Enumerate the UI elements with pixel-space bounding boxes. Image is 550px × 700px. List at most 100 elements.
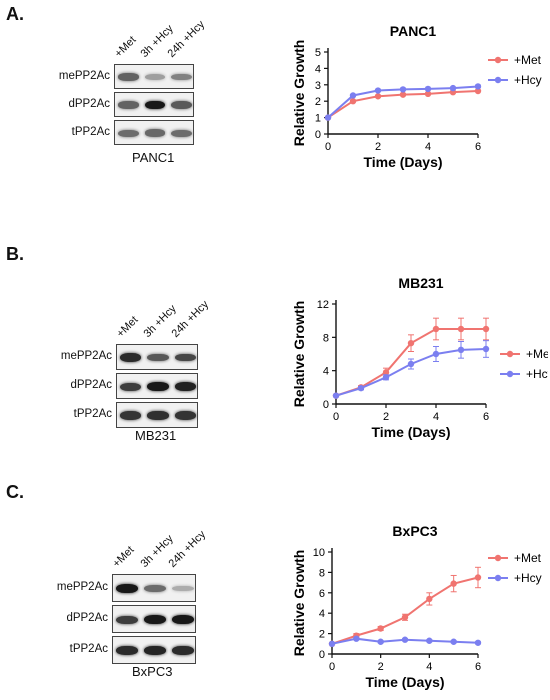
x-tick-label: 4 [433, 411, 439, 423]
lane-label: 24h +Hcy [166, 528, 209, 570]
blot-strip [114, 120, 194, 145]
blot-band [147, 382, 169, 391]
y-tick-label: 0 [315, 129, 321, 141]
legend-marker [494, 574, 502, 582]
data-point [407, 339, 415, 347]
data-point [450, 638, 457, 645]
blot-band [174, 411, 196, 420]
blot-strip [116, 402, 198, 428]
y-tick-label: 0 [323, 399, 329, 411]
y-tick-label: 10 [313, 547, 325, 559]
x-axis-label: Time (Days) [365, 674, 444, 690]
data-point [482, 345, 490, 353]
x-tick-label: 2 [375, 141, 381, 153]
panel-letter-b: B. [6, 244, 24, 264]
blot-row-label: mePP2Ac [58, 69, 110, 82]
legend-label: +Hcy [514, 73, 542, 87]
legend-marker [494, 76, 502, 84]
y-tick-label: 6 [319, 588, 325, 600]
data-point [349, 98, 357, 105]
lane-label: 24h +Hcy [169, 298, 211, 340]
data-point [374, 87, 382, 94]
growth-chart-panc1: PANC1 0 1 2 3 4 5 0 2 4 6 Time (Days) Relative Growt… [291, 23, 542, 170]
blot-strip [112, 636, 196, 664]
data-point [474, 574, 482, 581]
y-tick-label: 4 [315, 63, 321, 75]
data-point [401, 614, 409, 621]
lane-label: +Met [110, 544, 137, 570]
legend-label: +Hcy [526, 367, 548, 381]
data-point [426, 595, 433, 603]
x-axis-label: Time (Days) [363, 154, 442, 170]
data-point [382, 374, 390, 381]
data-point [357, 384, 365, 392]
y-tick-label: 0 [319, 649, 325, 661]
blot-band [120, 382, 142, 391]
blot-band [144, 646, 166, 655]
data-point [426, 637, 433, 644]
x-tick-label: 0 [325, 141, 331, 153]
blot-band [120, 411, 142, 420]
legend-marker [494, 554, 502, 562]
lane-label: +Met [112, 34, 139, 60]
blot-band [147, 353, 169, 362]
blot-band [172, 615, 194, 624]
y-tick-label: 4 [319, 608, 325, 620]
blot-band [118, 129, 139, 137]
data-point [449, 84, 457, 92]
y-tick-label: 8 [319, 567, 325, 579]
lane-label: +Met [114, 314, 141, 340]
blot-band [116, 584, 138, 593]
data-point [353, 635, 360, 642]
western-blot-mb231: +Met 3h +Hcy 24h +Hcy mePP2Ac dPP2Ac tPP2Ac MB… [52, 288, 212, 458]
legend-label: +Met [514, 551, 542, 565]
legend-label: +Met [526, 347, 548, 361]
y-axis-label: Relative Growth [291, 550, 307, 657]
blot-row-label: mePP2Ac [60, 350, 112, 362]
y-axis-label: Relative Growth [291, 40, 307, 147]
lane-label: 24h +Hcy [165, 18, 208, 60]
blot-row-label: tPP2Ac [69, 643, 108, 655]
data-point [482, 325, 490, 333]
blot-band [174, 353, 196, 362]
data-point [399, 91, 407, 98]
blot-strip [116, 373, 198, 399]
data-point [474, 87, 482, 95]
blot-row-label: dPP2Ac [68, 97, 110, 110]
x-tick-label: 4 [425, 141, 431, 153]
blot-row-label: dPP2Ac [70, 379, 112, 391]
data-point [457, 325, 465, 333]
legend-marker [494, 56, 502, 64]
blot-band [171, 101, 192, 109]
y-tick-label: 2 [315, 96, 321, 108]
x-tick-label: 6 [475, 141, 481, 153]
y-tick-label: 12 [317, 299, 329, 311]
data-point [474, 83, 482, 90]
blot-band [144, 615, 166, 624]
growth-chart-bxpc3: BxPC3 0 2 4 6 8 10 0 2 4 6 Time (Days) Relative Grow… [291, 523, 542, 690]
blot-row-label: tPP2Ac [71, 125, 110, 138]
data-point [374, 93, 382, 100]
chart-title: PANC1 [390, 23, 437, 39]
y-axis-label: Relative Growth [291, 301, 307, 408]
data-point [349, 92, 357, 99]
blot-band [118, 101, 139, 109]
cell-line-label: PANC1 [132, 150, 175, 165]
data-point [377, 638, 384, 645]
chart-title: BxPC3 [392, 523, 437, 539]
data-point [450, 580, 457, 587]
y-tick-label: 3 [315, 80, 321, 92]
legend-label: +Hcy [514, 571, 542, 585]
cell-line-label: MB231 [135, 428, 177, 443]
panel-letter-a: A. [6, 4, 24, 24]
blot-strip [116, 344, 198, 370]
data-point [377, 625, 384, 632]
blot-band [172, 585, 194, 592]
blot-band [147, 411, 169, 420]
cell-line-label: BxPC3 [132, 664, 173, 679]
blot-band [116, 615, 138, 624]
blot-strip [112, 574, 196, 602]
blot-band [171, 129, 192, 137]
blot-row-label: dPP2Ac [66, 612, 108, 624]
x-tick-label: 0 [333, 411, 339, 423]
